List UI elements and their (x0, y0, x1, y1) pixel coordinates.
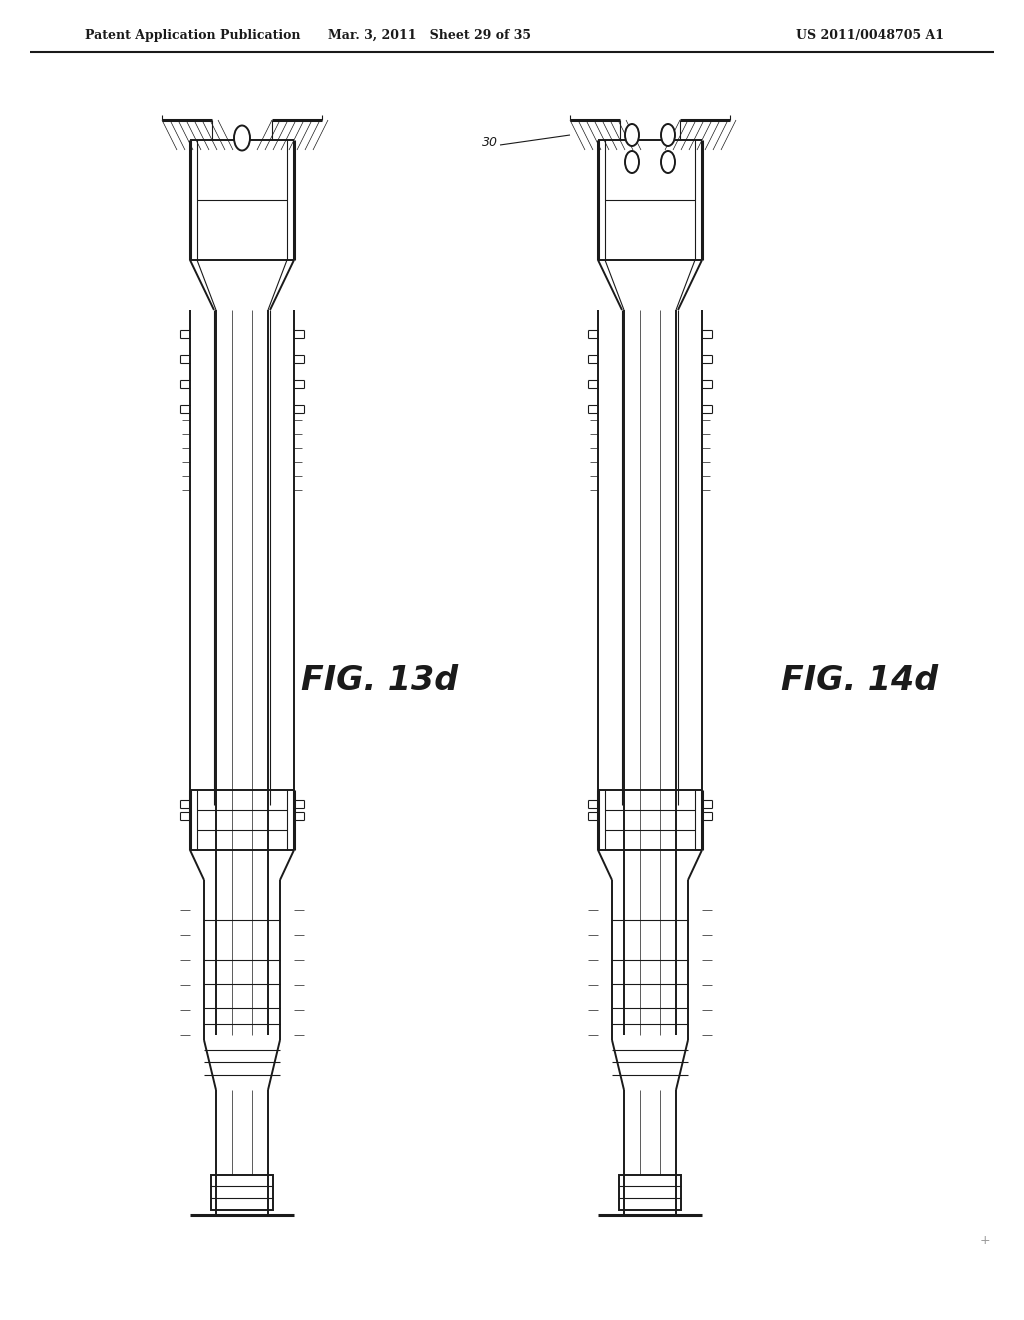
Bar (618, 1175, 681, 1210)
Text: FIG. 14d: FIG. 14d (781, 664, 939, 697)
Ellipse shape (625, 150, 639, 173)
Text: US 2011/0048705 A1: US 2011/0048705 A1 (796, 29, 944, 41)
Bar (211, 1175, 273, 1210)
Ellipse shape (662, 150, 675, 173)
Text: +: + (980, 1233, 990, 1246)
Text: FIG. 13d: FIG. 13d (301, 664, 459, 697)
Text: 30: 30 (482, 136, 498, 149)
Text: Mar. 3, 2011   Sheet 29 of 35: Mar. 3, 2011 Sheet 29 of 35 (329, 29, 531, 41)
Text: Patent Application Publication: Patent Application Publication (85, 29, 300, 41)
Ellipse shape (625, 124, 639, 147)
Ellipse shape (234, 125, 250, 150)
Ellipse shape (662, 124, 675, 147)
